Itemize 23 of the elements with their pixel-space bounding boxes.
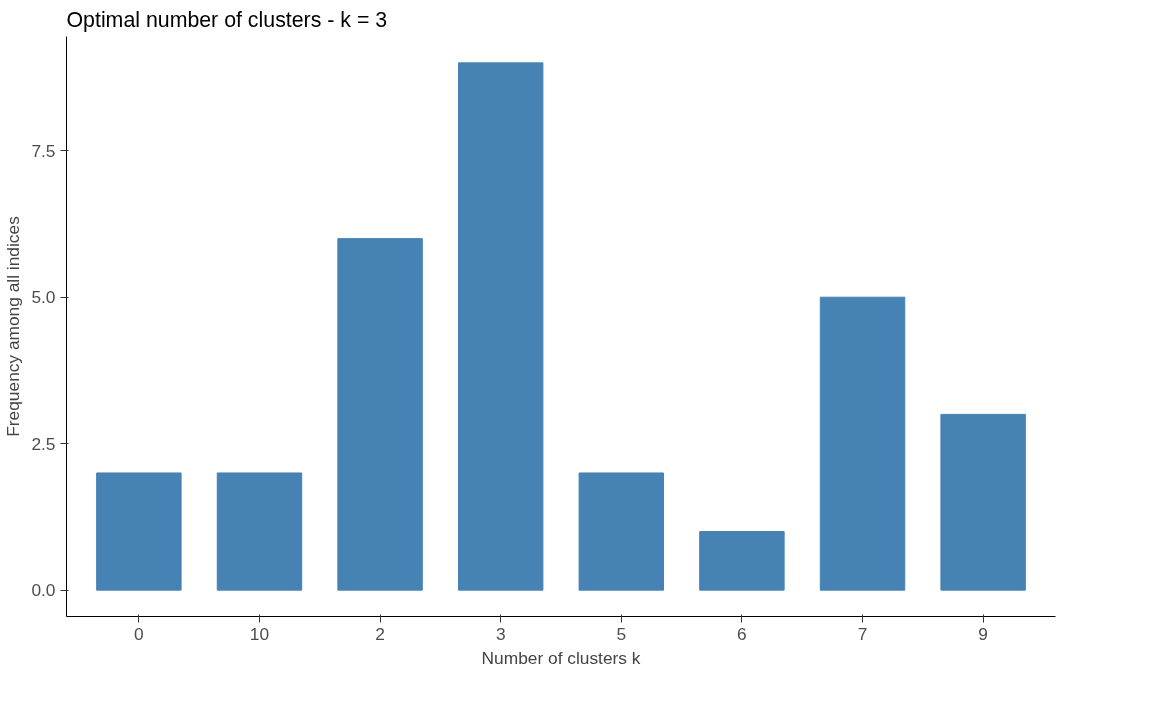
bar — [940, 413, 1026, 591]
x-tick-label: 3 — [495, 623, 506, 644]
x-tick-label: 9 — [978, 623, 988, 644]
y-tick-label: 5.0 — [31, 287, 56, 308]
x-tick-label: 7 — [857, 623, 868, 644]
x-tick-label: 5 — [616, 623, 627, 644]
bar — [96, 472, 182, 591]
bar — [457, 62, 544, 591]
chart-title: Optimal number of clusters - k = 3 — [66, 7, 388, 32]
x-tick-label: 0 — [134, 623, 144, 644]
x-tick-label: 10 — [249, 623, 270, 644]
x-axis-title: Number of clusters k — [481, 647, 641, 668]
x-tick-label: 2 — [375, 623, 385, 644]
y-axis-title: Frequency among all indices — [3, 215, 24, 437]
bar — [578, 472, 665, 591]
y-tick-label: 7.5 — [31, 140, 56, 161]
bar — [216, 472, 303, 591]
x-tick-label: 6 — [737, 623, 747, 644]
bar — [819, 296, 906, 591]
bar — [699, 531, 785, 591]
bar — [337, 238, 423, 591]
y-tick-label: 2.5 — [31, 433, 56, 454]
y-tick-label: 0.0 — [31, 580, 56, 601]
